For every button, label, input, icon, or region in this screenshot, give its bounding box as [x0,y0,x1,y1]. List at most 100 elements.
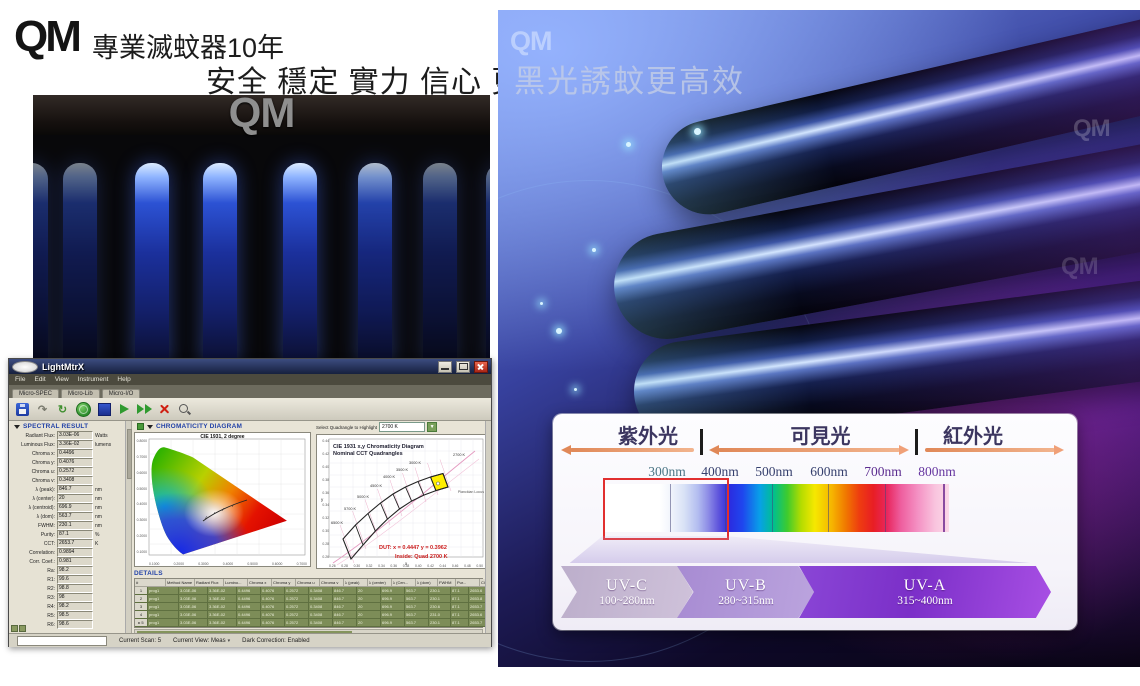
dropdown-arrow-icon[interactable]: ▼ [427,422,438,432]
qm-watermark: QM [228,95,296,136]
zoom-magnifier-icon[interactable] [178,403,191,416]
cie-horseshoe-plot [148,438,306,556]
column-header[interactable]: Pur... [456,579,480,587]
menu-item[interactable]: Help [117,376,131,383]
view-value[interactable]: Meas [210,637,226,644]
field-value: 0.981 [57,557,93,566]
field-value: 0.4076 [57,458,93,467]
run-continuous-icon[interactable] [136,403,152,416]
status-bar: Current Scan: 5 Current View: Meas ▾ Dark… [9,633,491,647]
headline: 黑光誘蚊更高效 [514,64,745,99]
cie-x-ticks: 0.1000 0.2000 0.3000 0.4000 0.5000 0.6000 0.70… [149,562,307,566]
column-header[interactable]: Method Name [166,579,195,587]
column-header[interactable]: Lumino... [224,579,248,587]
export-icon[interactable]: ↷ [37,403,48,416]
details-h-scrollbar[interactable] [134,629,483,633]
refresh-icon[interactable]: ↻ [57,403,68,416]
table-row[interactable]: 2 prog1 3.03E-06 3.36E-02 0.4496 0.4076 0.2… [135,595,491,603]
column-header[interactable]: Chroma y [272,579,296,587]
resize-grip[interactable] [11,625,26,632]
acquire-globe-icon[interactable] [76,401,91,417]
chromaticity-title: CHROMATICITY DIAGRAM [156,423,243,430]
quad-chart-title-2: Nominal CCT Quadrangles [333,450,403,457]
cct-label: 5000 K [357,495,370,499]
sparkle-dot [540,302,543,305]
qm-logo: QM [14,12,82,61]
quad-dropdown[interactable]: 2700 K [379,422,426,432]
field-label: Ra: [47,567,55,574]
column-header[interactable]: Chroma x [248,579,272,587]
tick-label: 0.30 [322,529,329,534]
field-label: R2: [47,585,55,592]
column-header[interactable]: λ (dom) [416,579,438,587]
maximize-button[interactable] [456,360,470,373]
minimize-button[interactable] [438,360,452,373]
details-panel: DETAILS # Method Name Radiant Flux Lumino..… [132,568,491,633]
run-icon[interactable] [120,404,129,414]
tab[interactable]: Micro-SPEC [12,389,60,398]
column-header[interactable]: FWHM [438,579,456,587]
status-input[interactable] [17,635,107,646]
field-value: 563.7 [57,512,93,521]
cct-label: 5700 K [344,507,357,511]
close-button[interactable] [474,360,488,373]
field-unit: K [95,540,99,547]
spectral-row: R6: 98.6 [9,620,131,629]
qm-watermark: QM [1073,115,1111,142]
spectral-rows: Radiant Flux: 3.03E-06 Watts Luminous Fl… [9,431,131,629]
spectrum-gradient-bar [605,484,949,532]
menu-item[interactable]: Edit [34,376,46,383]
tab[interactable]: Micro-Lib [61,389,100,398]
spectral-row: Luminous Flux: 3.36E-02 lumens [9,440,131,449]
tick-label: 0.3000 [136,518,147,523]
ir-range-arrow [925,444,1064,455]
stop-icon[interactable] [98,402,111,416]
details-table: # Method Name Radiant Flux Lumino... Chroma … [134,578,491,628]
uv-band-range: 315~400nm [897,595,953,607]
column-header[interactable]: # [135,579,166,587]
column-header[interactable]: Chroma u [296,579,320,587]
spectral-row: λ (dom): 563.7 nm [9,512,131,521]
field-unit: Watts [95,432,108,439]
spectral-result-panel: SPECTRAL RESULT Radiant Flux: 3.03E-06 W… [9,421,132,633]
column-header[interactable]: λ (center) [368,579,392,587]
menu-item[interactable]: View [54,376,69,383]
tick-label: 0.4000 [136,502,147,507]
field-value: 98.6 [57,620,93,629]
column-header[interactable]: Radiant Flux [195,579,224,587]
tick-label: 0.1000 [136,549,147,554]
spectral-row: R5: 98.5 [9,611,131,620]
scan-label: Current Scan: [119,637,157,644]
field-label: Luminous Flux: [21,441,55,448]
column-header[interactable]: λ (Cen... [392,579,416,587]
spectral-row: R1: 99.6 [9,575,131,584]
table-row[interactable]: 4 prog1 3.03E-06 3.36E-02 0.4496 0.4076 0.2… [135,611,491,619]
column-header[interactable]: λ (peak) [344,579,368,587]
sparkle-dot [556,328,562,334]
menu-item[interactable]: Instrument [77,376,109,383]
abort-icon[interactable] [158,403,171,416]
band-divider [915,429,918,455]
collapse-triangle-icon[interactable] [14,424,20,429]
wavelength-label: 800nm [918,464,956,479]
quad-x-ticks: 0.26 0.28 0.30 0.32 0.34 0.36 0.38 0.40 0.42 0.44… [329,564,483,568]
main-scrollbar[interactable] [485,421,491,633]
tab[interactable]: Micro-I/O [101,389,141,398]
field-value: 98.5 [57,611,93,620]
table-row[interactable]: 3 prog1 3.03E-06 3.36E-02 0.4496 0.4076 0.2… [135,603,491,611]
collapse-triangle-icon[interactable] [147,424,153,429]
toolbar: ↷ ↻ [9,398,491,421]
menu-item[interactable]: File [15,376,26,383]
chevron-down-icon[interactable]: ▾ [227,637,231,644]
tick-label: 0.7000 [136,454,147,459]
spectral-scrollbar[interactable] [125,421,132,633]
app-logo-icon [12,360,38,373]
field-unit: nm [95,495,102,502]
save-icon[interactable] [16,402,29,416]
column-header[interactable]: Chroma v [320,579,344,587]
table-row[interactable]: 1 prog1 3.03E-06 3.36E-02 0.4496 0.4076 0.2… [135,587,491,595]
panel-grip-icon[interactable] [137,423,144,430]
tick-label: 0.40 [322,464,329,469]
